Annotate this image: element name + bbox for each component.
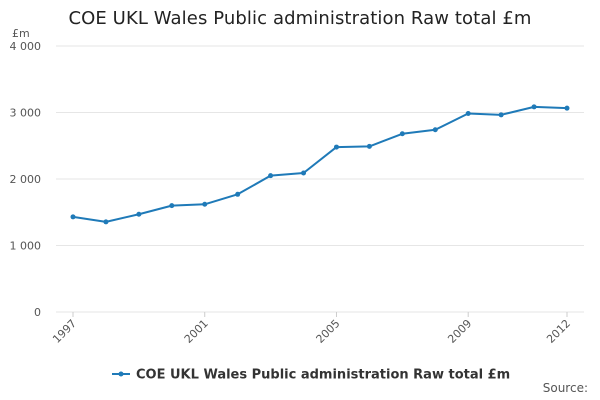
x-tick-label: 1997 — [50, 317, 79, 346]
source-label[interactable]: Source: — [542, 381, 588, 395]
legend-label: COE UKL Wales Public administration Raw … — [136, 368, 510, 383]
data-point[interactable] — [103, 219, 109, 225]
data-point[interactable] — [465, 110, 471, 116]
y-tick-label: 1 000 — [10, 240, 42, 253]
data-point[interactable] — [235, 191, 241, 197]
data-point[interactable] — [169, 203, 175, 209]
y-axis-ticks: 0 1 000 2 000 3 000 4 000 — [10, 40, 42, 319]
x-tick-label: 2012 — [544, 317, 573, 346]
data-point[interactable] — [498, 112, 504, 118]
x-tick-label: 2009 — [445, 317, 474, 346]
x-tick-label: 2005 — [314, 317, 343, 346]
data-point[interactable] — [136, 211, 142, 217]
y-tick-label: 2 000 — [10, 173, 42, 186]
data-point[interactable] — [70, 214, 76, 220]
y-tick-label: 3 000 — [10, 107, 42, 120]
legend-marker — [118, 371, 124, 377]
y-tick-label: 4 000 — [10, 40, 42, 53]
data-point[interactable] — [432, 127, 438, 133]
x-tick-label: 2001 — [182, 317, 211, 346]
data-point[interactable] — [531, 104, 537, 110]
y-tick-label: 0 — [34, 306, 41, 319]
data-point[interactable] — [399, 131, 405, 137]
data-point[interactable] — [333, 144, 339, 150]
data-point[interactable] — [366, 143, 372, 149]
data-point[interactable] — [268, 173, 274, 179]
legend[interactable]: COE UKL Wales Public administration Raw … — [112, 368, 510, 383]
gridlines — [56, 45, 584, 313]
y-axis-unit-label: £m — [12, 27, 30, 40]
series-layer — [70, 104, 570, 225]
data-point[interactable] — [564, 105, 570, 111]
x-axis-ticks: 1997 2001 2005 2009 2012 — [50, 312, 573, 346]
data-point[interactable] — [301, 170, 307, 176]
series-line — [72, 105, 568, 223]
chart-title: COE UKL Wales Public administration Raw … — [68, 8, 532, 29]
data-point[interactable] — [202, 201, 208, 207]
